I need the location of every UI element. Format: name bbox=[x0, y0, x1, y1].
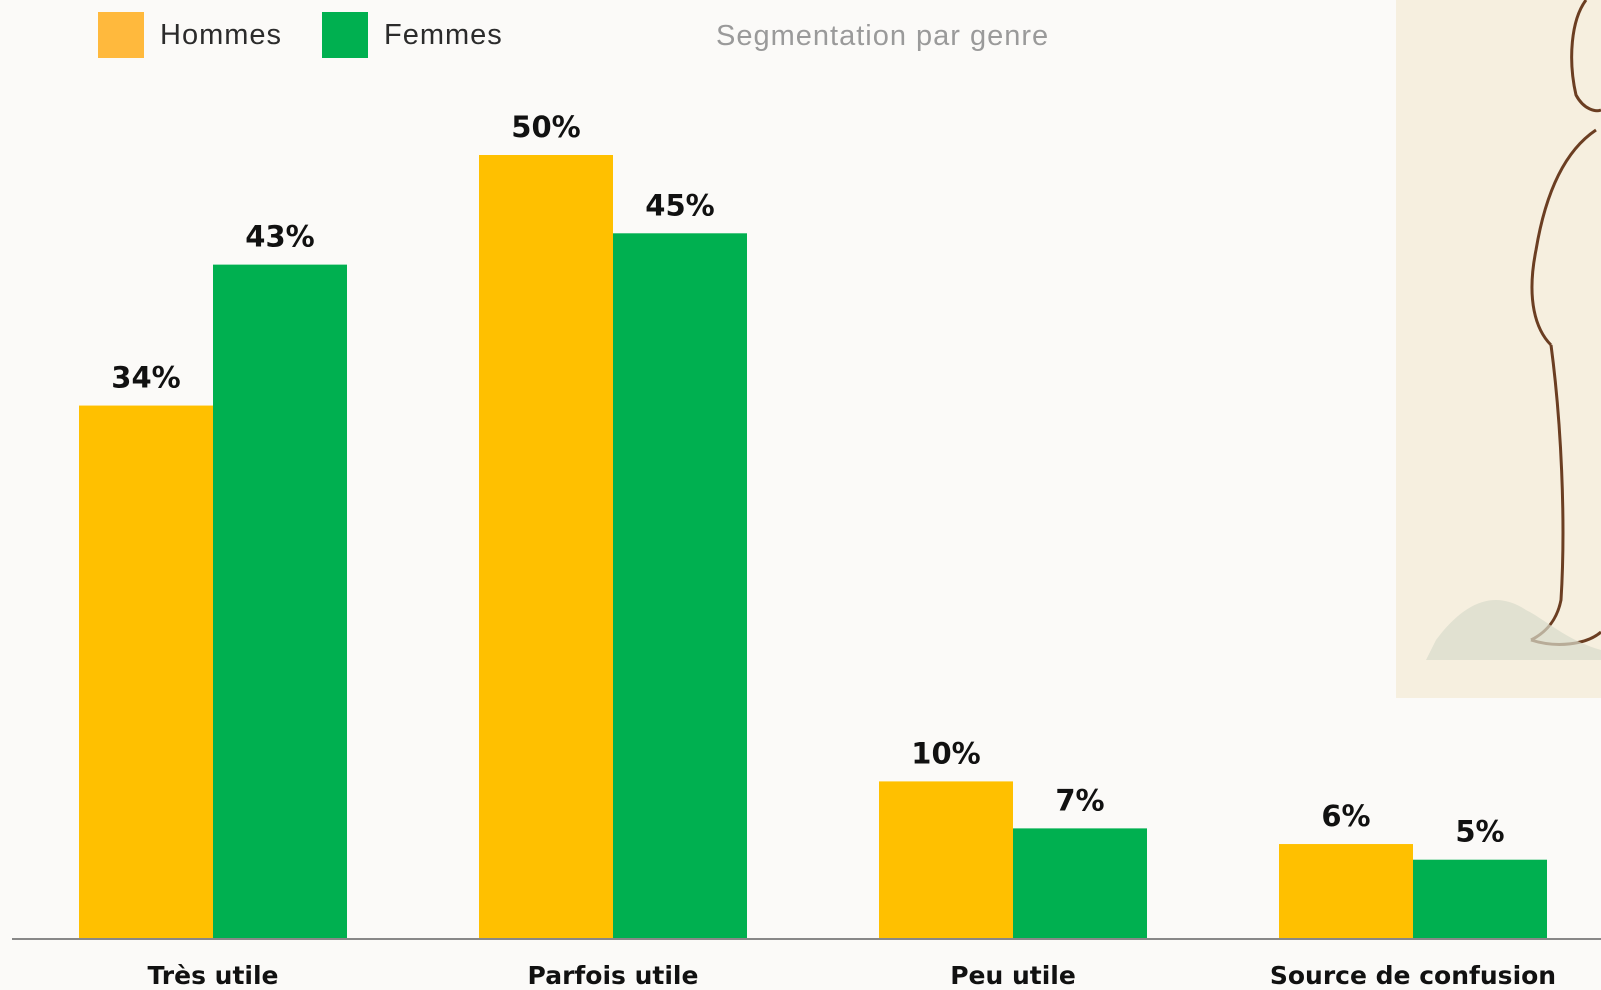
legend-label-hommes: Hommes bbox=[160, 18, 283, 51]
value-label-hommes-2: 10% bbox=[911, 736, 980, 770]
legend-label-femmes: Femmes bbox=[384, 18, 503, 51]
value-label-femmes-0: 43% bbox=[245, 220, 314, 254]
bar-hommes-3 bbox=[1279, 844, 1413, 938]
category-label-1: Parfois utile bbox=[528, 961, 699, 990]
category-labels-layer: Très utile Parfois utile Peu utile Source d… bbox=[147, 961, 1556, 990]
illustration-panel bbox=[1396, 0, 1601, 698]
bar-hommes-1 bbox=[479, 155, 613, 938]
person-illustration bbox=[1426, 0, 1601, 660]
value-label-hommes-0: 34% bbox=[111, 361, 180, 395]
value-label-hommes-1: 50% bbox=[511, 110, 580, 144]
value-label-femmes-1: 45% bbox=[645, 188, 714, 222]
category-label-0: Très utile bbox=[147, 961, 278, 990]
value-label-femmes-2: 7% bbox=[1055, 783, 1104, 817]
chart-subtitle: Segmentation par genre bbox=[716, 20, 1050, 52]
bar-femmes-0 bbox=[213, 264, 347, 938]
category-label-2: Peu utile bbox=[950, 961, 1076, 990]
bar-femmes-1 bbox=[613, 233, 747, 939]
bar-hommes-0 bbox=[79, 405, 213, 938]
value-label-femmes-3: 5% bbox=[1455, 815, 1504, 849]
legend-item-femmes: Femmes bbox=[322, 12, 503, 58]
category-label-3: Source de confusion bbox=[1270, 961, 1556, 990]
value-labels-layer: 34% 43% 50% 45% 10% 7% 6% 5% bbox=[111, 110, 1504, 849]
legend: Hommes Femmes bbox=[98, 12, 543, 58]
bar-hommes-2 bbox=[879, 781, 1013, 938]
legend-item-hommes: Hommes bbox=[98, 12, 282, 58]
bar-femmes-3 bbox=[1413, 859, 1547, 938]
bars-layer bbox=[79, 155, 1547, 939]
legend-swatch-hommes bbox=[98, 12, 144, 58]
value-label-hommes-3: 6% bbox=[1321, 799, 1370, 833]
bar-femmes-2 bbox=[1013, 828, 1147, 938]
legend-swatch-femmes bbox=[322, 12, 369, 58]
